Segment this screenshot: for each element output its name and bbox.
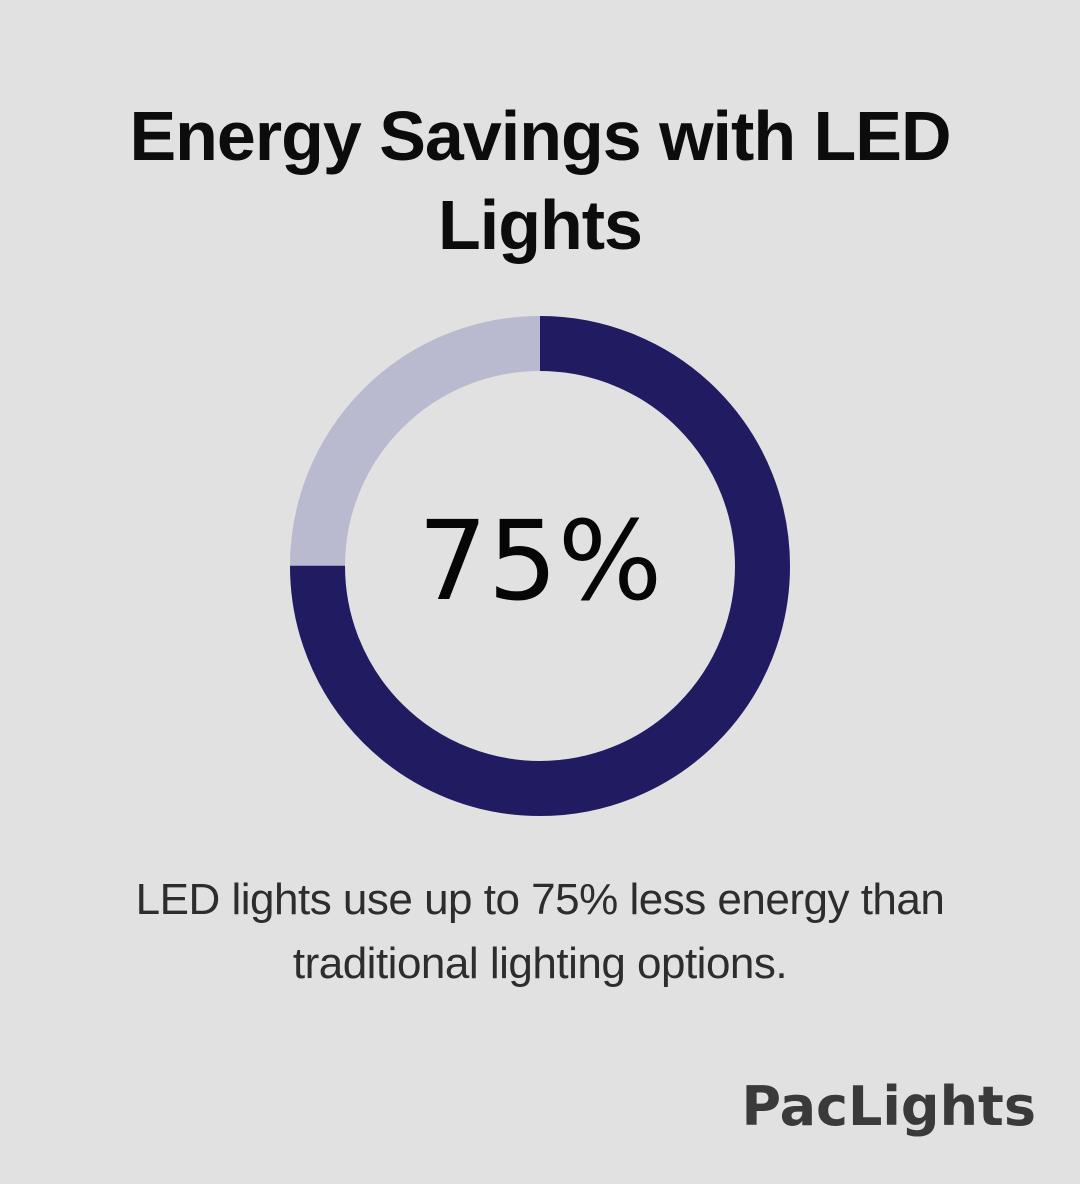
page-title-line-1: Energy Savings with LED — [129, 97, 951, 175]
donut-chart-container: 75% — [290, 315, 790, 816]
description-line-1: LED lights use up to 75% less energy tha… — [135, 874, 945, 924]
donut-value-segment — [290, 315, 790, 816]
page-title-line-2: Lights — [438, 185, 643, 264]
page-title: Energy Savings with LED Lights — [129, 92, 951, 270]
brand-logo: PacLights — [741, 1075, 1036, 1138]
donut-chart — [290, 315, 790, 816]
description-line-2: traditional lighting options. — [292, 938, 788, 988]
description-text: LED lights use up to 75% less energy tha… — [136, 868, 945, 996]
donut-center-label: 75% — [417, 496, 663, 625]
